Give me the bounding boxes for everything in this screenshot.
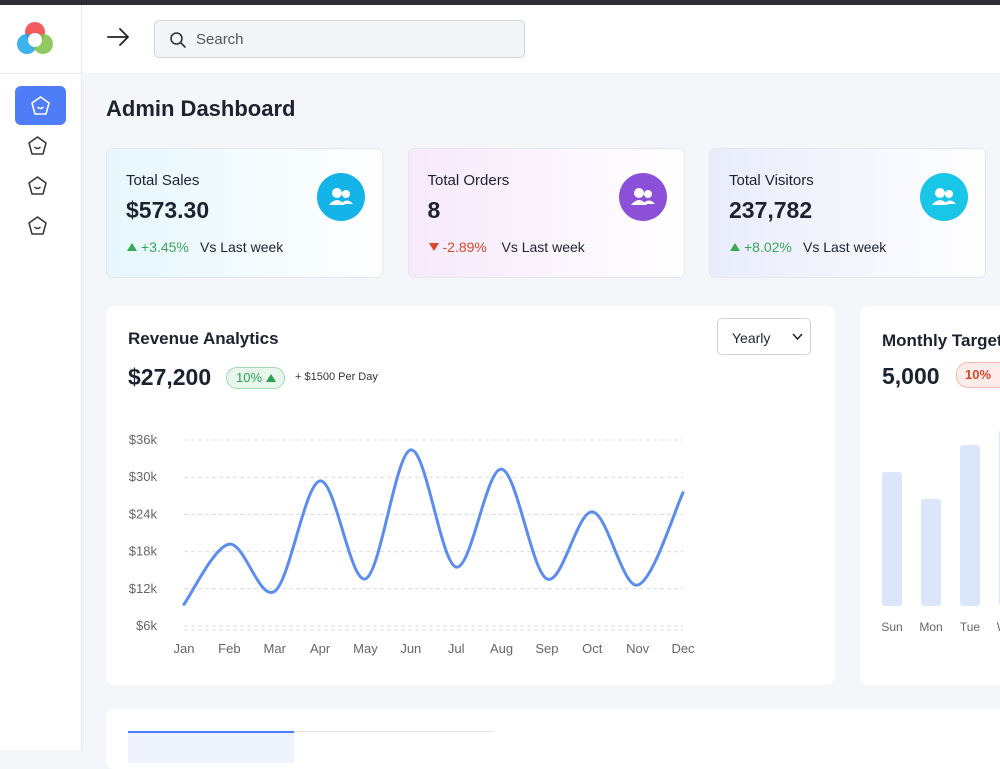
revenue-badge: 10% xyxy=(226,367,286,389)
stat-card: Total Visitors 237,782 +8.02% Vs Last week xyxy=(709,148,986,278)
stat-card: Total Sales $573.30 +3.45% Vs Last week xyxy=(106,148,383,278)
panel-title: Monthly Target xyxy=(882,331,1000,350)
trend-arrow xyxy=(127,243,137,251)
badge-text: 10% xyxy=(236,370,263,385)
nav-item[interactable] xyxy=(27,135,48,156)
stat-label: Total Visitors xyxy=(729,172,814,189)
stat-comparison: Vs Last week xyxy=(200,239,284,255)
sidebar xyxy=(0,5,82,750)
expand-button[interactable] xyxy=(106,25,132,51)
stat-value: 237,782 xyxy=(729,197,813,223)
nav-item[interactable] xyxy=(27,175,48,196)
target-badge: 10% xyxy=(956,362,1000,388)
revenue-total: $27,200 xyxy=(128,364,212,390)
stat-value: 8 xyxy=(427,197,441,223)
stat-icon xyxy=(920,173,968,221)
stat-value: $573.30 xyxy=(126,197,210,223)
revenue-note: + $1500 Per Day xyxy=(295,371,378,383)
stat-icon xyxy=(618,173,667,221)
tab-active[interactable] xyxy=(128,731,294,763)
top-strip xyxy=(0,0,1000,5)
target-value: 5,000 xyxy=(882,363,940,389)
search-placeholder: Search xyxy=(196,31,244,48)
stat-change: +8.02% xyxy=(744,239,792,255)
stat-label: Total Orders xyxy=(427,172,510,189)
tab[interactable] xyxy=(294,731,494,762)
stat-icon xyxy=(317,173,365,221)
trend-arrow xyxy=(730,243,740,251)
stat-comparison: Vs Last week xyxy=(803,239,887,255)
panel-title: Revenue Analytics xyxy=(128,329,279,348)
stat-label: Total Sales xyxy=(126,172,200,189)
stat-change: +3.45% xyxy=(141,239,189,255)
period-select[interactable]: Yearly xyxy=(717,318,811,355)
nav-item[interactable] xyxy=(27,215,48,236)
stat-comparison: Vs Last week xyxy=(501,239,585,255)
trend-arrow xyxy=(428,243,439,251)
target-panel: Monthly Target 5,000 10% xyxy=(860,306,1000,685)
orders-panel xyxy=(106,709,1000,769)
divider xyxy=(0,73,81,74)
search-box[interactable]: Search xyxy=(154,20,525,58)
period-text: Yearly xyxy=(732,330,771,346)
page-title: Admin Dashboard xyxy=(106,96,296,121)
revenue-panel: Revenue Analytics $27,200 10% + $1500 Pe… xyxy=(106,306,835,685)
stat-card: Total Orders 8 -2.89% Vs Last week xyxy=(407,148,685,278)
logo xyxy=(17,22,53,54)
nav-active[interactable] xyxy=(15,86,66,125)
stat-change: -2.89% xyxy=(442,239,487,255)
header: Search xyxy=(82,5,1000,73)
